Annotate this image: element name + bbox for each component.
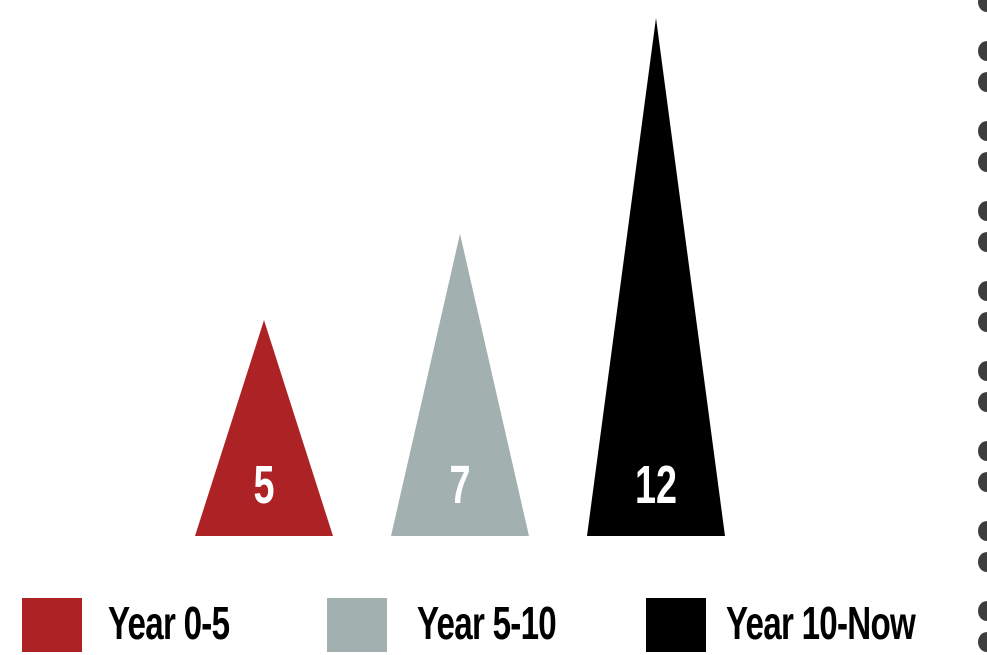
border-dot (978, 232, 987, 252)
data-label-year-10-now: 12 (635, 454, 677, 514)
triangle-bar-year-0-5 (195, 320, 333, 536)
border-dot (978, 201, 987, 221)
border-dot (978, 552, 987, 572)
chart-legend: Year 0-5 Year 5-10 Year 10-Now (0, 592, 970, 652)
triangle-bar-year-5-10 (391, 233, 529, 537)
legend-label-year-10-now: Year 10-Now (726, 597, 916, 649)
border-dot (978, 472, 987, 492)
border-dot (978, 152, 987, 172)
border-dot (978, 361, 987, 381)
decorative-dot-border (978, 0, 987, 652)
chart-data-labels: 5 7 12 (253, 454, 677, 514)
border-dot (978, 281, 987, 301)
border-dot (978, 601, 987, 621)
triangle-bar-year-10-now (587, 18, 725, 536)
border-dot (978, 0, 987, 12)
data-label-year-0-5: 5 (253, 454, 274, 514)
border-dot (978, 521, 987, 541)
legend-label-year-5-10: Year 5-10 (417, 597, 557, 649)
border-dot (978, 41, 987, 61)
border-dot (978, 72, 987, 92)
legend-swatch-year-5-10 (327, 598, 387, 652)
border-dot (978, 441, 987, 461)
border-dot (978, 312, 987, 332)
border-dot (978, 632, 987, 652)
border-dot (978, 392, 987, 412)
chart-bars (195, 18, 725, 537)
data-label-year-5-10: 7 (449, 454, 470, 514)
legend-swatch-year-10-now (646, 598, 706, 652)
legend-swatch-year-0-5 (22, 598, 82, 652)
border-dot (978, 121, 987, 141)
legend-label-year-0-5: Year 0-5 (108, 597, 230, 649)
